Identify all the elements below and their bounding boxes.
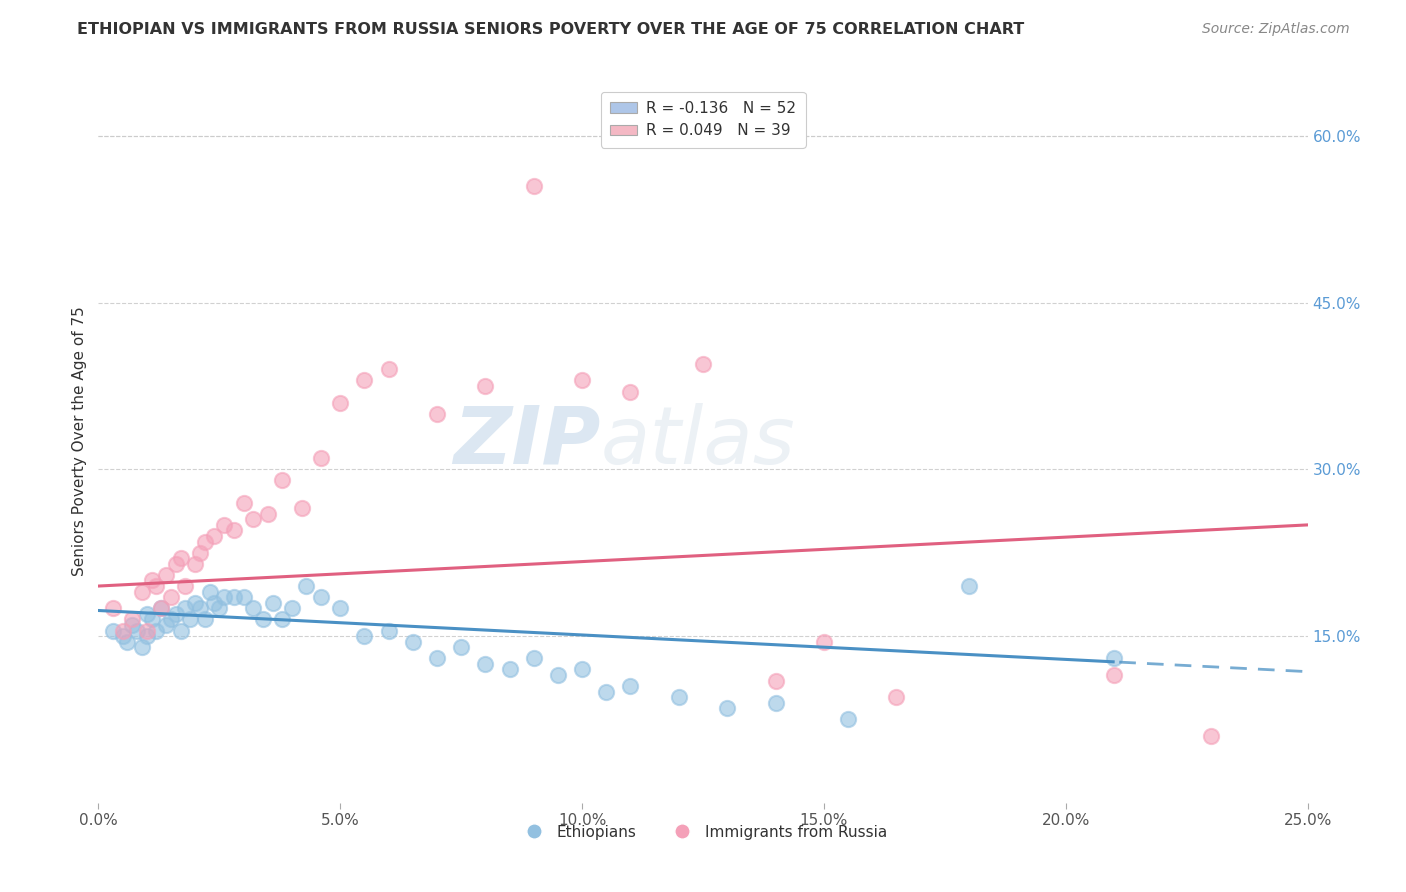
Point — [160, 612, 183, 626]
Point — [765, 696, 787, 710]
Point — [135, 629, 157, 643]
Point — [295, 579, 318, 593]
Point — [571, 662, 593, 676]
Point — [813, 634, 835, 648]
Text: ETHIOPIAN VS IMMIGRANTS FROM RUSSIA SENIORS POVERTY OVER THE AGE OF 75 CORRELATI: ETHIOPIAN VS IMMIGRANTS FROM RUSSIA SENI… — [77, 22, 1025, 37]
Legend: Ethiopians, Immigrants from Russia: Ethiopians, Immigrants from Russia — [512, 819, 894, 846]
Point — [402, 634, 425, 648]
Point — [111, 624, 134, 638]
Point — [692, 357, 714, 371]
Point — [160, 590, 183, 604]
Point — [145, 579, 167, 593]
Y-axis label: Seniors Poverty Over the Age of 75: Seniors Poverty Over the Age of 75 — [72, 307, 87, 576]
Point — [523, 651, 546, 665]
Point — [242, 512, 264, 526]
Point — [150, 601, 173, 615]
Point — [204, 596, 226, 610]
Point — [290, 501, 312, 516]
Point — [523, 178, 546, 193]
Point — [281, 601, 304, 615]
Point — [188, 546, 211, 560]
Point — [174, 579, 197, 593]
Point — [957, 579, 980, 593]
Point — [141, 574, 163, 588]
Point — [145, 624, 167, 638]
Point — [1102, 668, 1125, 682]
Point — [353, 629, 375, 643]
Point — [184, 596, 207, 610]
Point — [329, 395, 352, 409]
Point — [619, 679, 641, 693]
Point — [155, 618, 177, 632]
Point — [212, 517, 235, 532]
Point — [121, 618, 143, 632]
Point — [212, 590, 235, 604]
Point — [111, 629, 134, 643]
Point — [886, 690, 908, 705]
Point — [329, 601, 352, 615]
Point — [426, 407, 449, 421]
Point — [271, 612, 294, 626]
Point — [174, 601, 197, 615]
Point — [1102, 651, 1125, 665]
Point — [765, 673, 787, 688]
Point — [165, 557, 187, 571]
Point — [474, 657, 496, 671]
Point — [232, 590, 254, 604]
Point — [426, 651, 449, 665]
Point — [377, 362, 399, 376]
Point — [353, 373, 375, 387]
Point — [101, 601, 124, 615]
Point — [619, 384, 641, 399]
Point — [121, 612, 143, 626]
Point — [131, 640, 153, 655]
Point — [101, 624, 124, 638]
Point — [141, 612, 163, 626]
Text: atlas: atlas — [600, 402, 794, 481]
Point — [131, 584, 153, 599]
Point — [208, 601, 231, 615]
Point — [165, 607, 187, 621]
Point — [668, 690, 690, 705]
Point — [179, 612, 201, 626]
Point — [1199, 729, 1222, 743]
Point — [498, 662, 520, 676]
Point — [252, 612, 274, 626]
Point — [256, 507, 278, 521]
Point — [837, 713, 859, 727]
Point — [204, 529, 226, 543]
Text: Source: ZipAtlas.com: Source: ZipAtlas.com — [1202, 22, 1350, 37]
Point — [117, 634, 139, 648]
Text: ZIP: ZIP — [453, 402, 600, 481]
Point — [169, 624, 191, 638]
Point — [198, 584, 221, 599]
Point — [169, 551, 191, 566]
Point — [271, 474, 294, 488]
Point — [377, 624, 399, 638]
Point — [155, 568, 177, 582]
Point — [194, 534, 217, 549]
Point — [232, 496, 254, 510]
Point — [474, 379, 496, 393]
Point — [571, 373, 593, 387]
Point — [222, 590, 245, 604]
Point — [547, 668, 569, 682]
Point — [262, 596, 284, 610]
Point — [242, 601, 264, 615]
Point — [309, 451, 332, 466]
Point — [595, 684, 617, 698]
Point — [184, 557, 207, 571]
Point — [450, 640, 472, 655]
Point — [135, 624, 157, 638]
Point — [135, 607, 157, 621]
Point — [188, 601, 211, 615]
Point — [150, 601, 173, 615]
Point — [127, 624, 149, 638]
Point — [716, 701, 738, 715]
Point — [222, 524, 245, 538]
Point — [309, 590, 332, 604]
Point — [194, 612, 217, 626]
